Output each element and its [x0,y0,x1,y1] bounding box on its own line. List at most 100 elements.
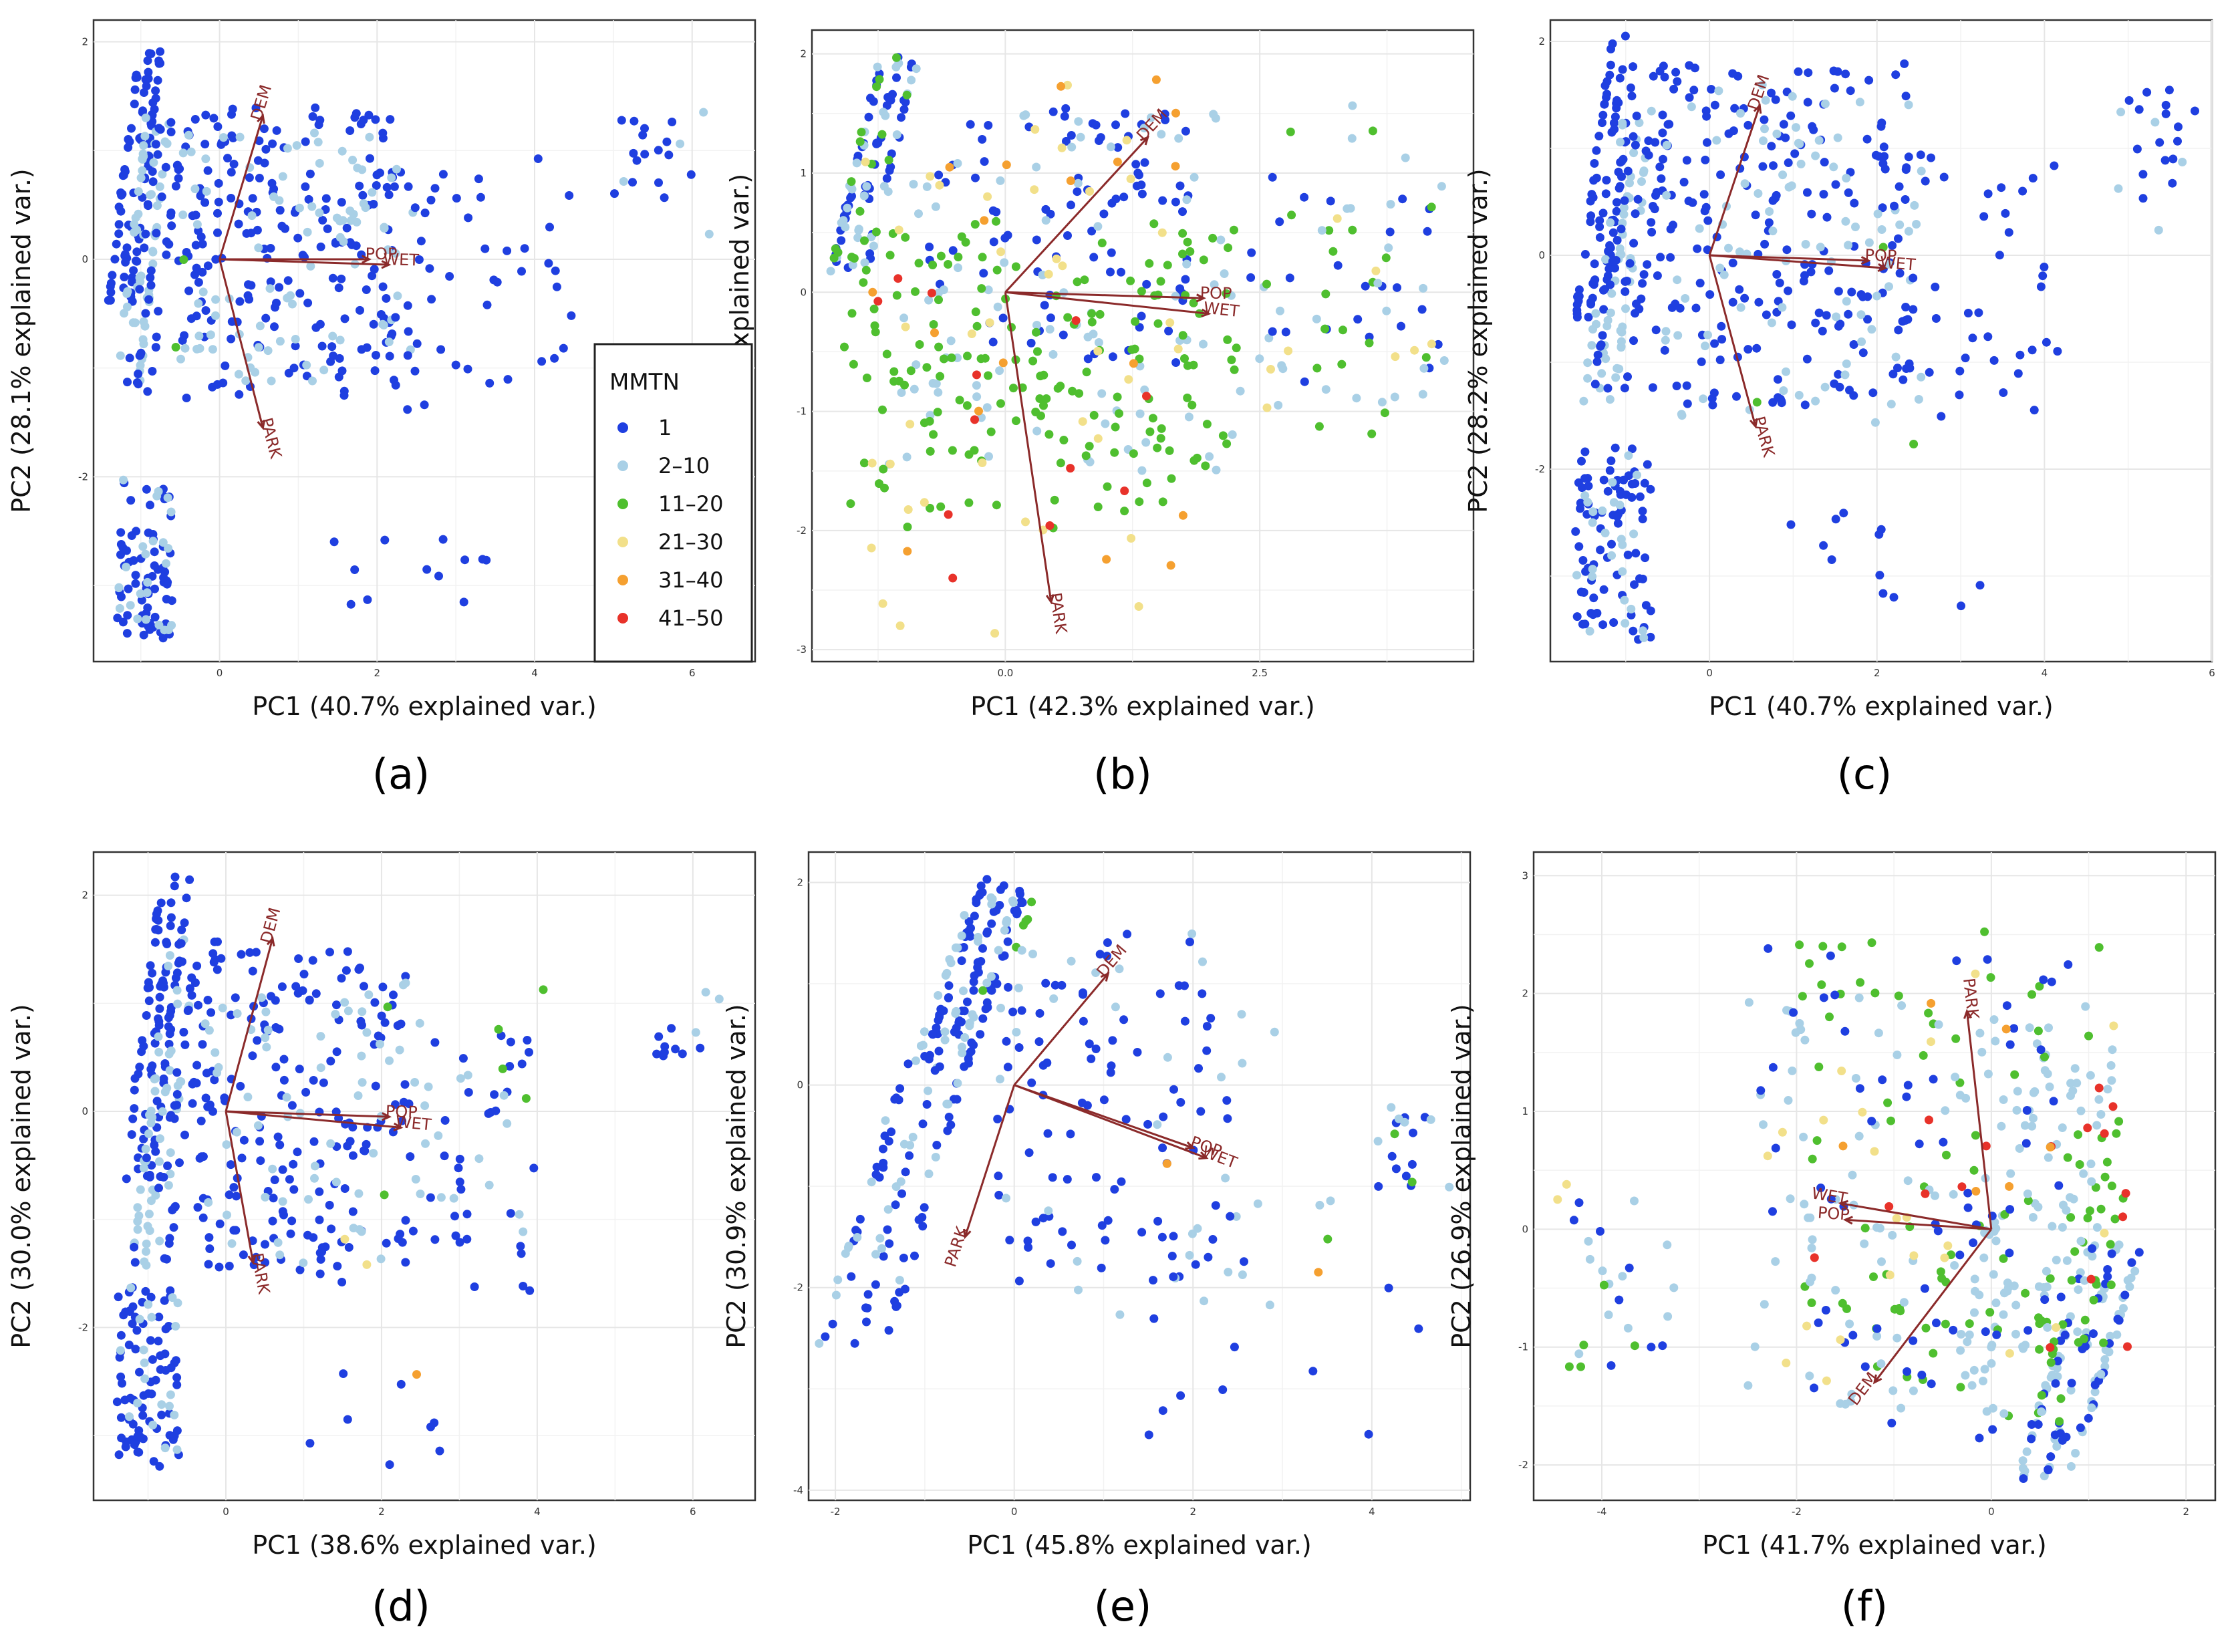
data-point [1218,431,1228,440]
data-point [1603,384,1613,393]
data-point [1872,1324,1882,1333]
data-point [1074,1285,1083,1294]
data-point [2089,1295,2098,1304]
data-point [150,1087,160,1096]
data-point [195,1153,204,1163]
data-point [153,150,162,159]
data-point [327,342,337,352]
data-point [686,170,696,179]
data-point [1204,1252,1213,1262]
data-point [907,76,916,85]
data-point [2100,1129,2109,1138]
data-point [1590,159,1599,168]
data-point [1691,303,1701,313]
data-point [2070,1247,2080,1256]
data-point [1808,1154,1817,1163]
data-point [286,291,295,300]
data-point [1965,1319,1974,1329]
data-point [151,140,160,149]
data-point [1106,1068,1115,1077]
data-point [972,898,981,908]
data-point [925,416,934,426]
data-point [2023,1196,2033,1206]
data-point [234,219,243,229]
data-point [963,352,972,361]
data-point [944,260,953,269]
data-point [1151,75,1161,84]
data-point [140,1358,149,1367]
data-point [1030,185,1039,194]
data-point [261,1258,270,1267]
data-point [1073,277,1082,287]
data-point [1999,1288,2009,1298]
data-point [1603,271,1613,281]
data-point [345,1137,355,1146]
loading-arrow-pop [1005,291,1204,299]
data-point [1874,1028,1883,1038]
data-point [2018,186,2027,196]
data-point [1660,72,1669,82]
data-point [2040,1053,2049,1062]
data-point [127,531,136,540]
data-point [1909,1386,1918,1395]
y-axis-title: PC2 (28.2% explained var.) [1463,168,1493,513]
data-point [1927,1379,1936,1389]
data-point [470,1282,479,1291]
data-point [204,1026,214,1035]
data-point [1621,287,1630,296]
data-point [1281,327,1290,337]
data-point [1901,92,1911,101]
data-point [172,986,182,995]
data-point [142,615,150,624]
loading-arrow-pop [1845,1218,1991,1230]
data-point [150,612,160,622]
data-point [1900,59,1909,68]
data-point [112,1397,122,1407]
data-point [1439,356,1449,365]
data-point [1899,375,1908,384]
x-tick-label: 2.5 [1252,667,1268,679]
data-point [223,154,232,163]
data-point [1909,440,1919,448]
data-point [263,1025,273,1035]
data-point [951,1009,960,1018]
data-point [148,98,158,108]
data-point [2005,1205,2015,1214]
legend-box [593,343,753,663]
data-point [337,198,346,207]
y-tick-label: 0 [1522,1223,1528,1235]
data-point [130,220,139,229]
data-point [1800,1035,1810,1045]
data-point [2138,170,2148,179]
data-point [261,144,271,154]
data-point [995,366,1004,376]
data-point [206,1008,216,1017]
data-point [2005,1248,2014,1258]
data-point [192,961,202,970]
x-tick-label: 2 [1874,667,1880,679]
data-point [891,1200,900,1210]
data-point [152,332,161,341]
data-point [368,271,377,281]
data-point [1178,207,1187,217]
data-point [1963,309,1973,317]
data-point [1149,1314,1159,1323]
data-point [1230,225,1238,235]
data-point [920,1027,929,1037]
data-point [1163,1053,1172,1062]
data-point [1758,80,1767,90]
data-point [372,181,381,190]
data-point [1574,1349,1584,1359]
data-point [298,986,307,995]
data-point [1811,396,1820,406]
data-point [1139,124,1149,133]
data-point [137,595,146,605]
data-point [958,1049,967,1058]
data-point [1016,898,1025,908]
data-point [434,571,443,581]
data-point [2029,406,2039,415]
y-tick-label: -2 [1518,1459,1528,1471]
data-point [235,132,245,142]
data-point [1769,161,1778,170]
data-point [146,273,155,282]
